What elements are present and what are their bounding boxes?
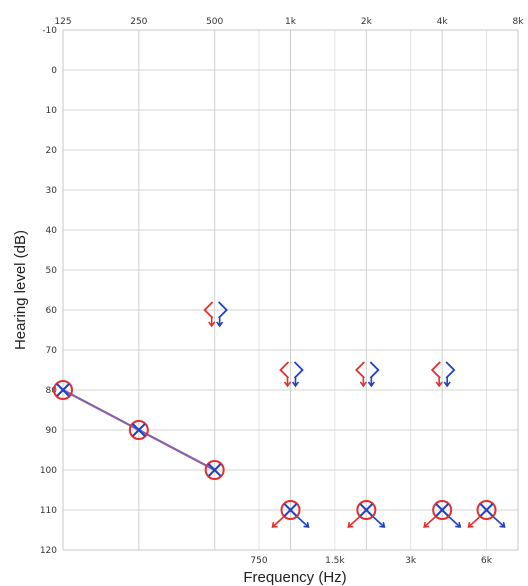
y-axis-title: Hearing level (dB) <box>12 230 29 350</box>
y-tick-label: 30 <box>46 186 58 196</box>
y-tick-label: 110 <box>40 506 57 516</box>
bone-bracket-left <box>355 361 365 379</box>
marker-circle <box>280 500 301 520</box>
marker-circle <box>356 500 377 520</box>
marker-cross <box>359 503 374 517</box>
bone-arrow-left-head <box>435 381 443 388</box>
x-minor-tick-label: 6k <box>481 556 493 566</box>
x-minor-tick-label: 3k <box>405 556 417 566</box>
y-tick-label: 70 <box>46 346 58 356</box>
no-response-arrow-left <box>347 516 360 528</box>
data-point <box>128 420 149 440</box>
no-response-arrow-left <box>271 516 285 528</box>
no-response-arrow-left-head <box>271 521 278 528</box>
x-axis-title: Frequency (Hz) <box>243 569 346 586</box>
x-major-tick-label: 8k <box>513 17 525 27</box>
bone-bracket-left <box>430 361 441 379</box>
bone-bracket-right <box>445 361 456 379</box>
bone-bracket-right <box>218 301 228 319</box>
data-point <box>279 361 304 388</box>
series-3 <box>203 301 456 388</box>
bone-arrow-left-head <box>359 381 367 388</box>
marker-cross <box>435 503 449 517</box>
y-tick-label: 100 <box>40 466 57 476</box>
data-point <box>467 500 506 528</box>
y-tick-label: 120 <box>40 546 57 556</box>
y-tick-labels: -10 0 10 20 30 40 50 60 70 80 90 100 110 120 <box>40 26 57 556</box>
x-minor-tick-labels: 750 1.5k 3k 6k <box>250 556 492 566</box>
bone-arrow-right-head <box>216 321 224 328</box>
y-tick-label: 20 <box>46 146 58 156</box>
y-tick-label: 0 <box>51 66 57 76</box>
no-response-arrow-right <box>492 516 506 528</box>
data-point <box>53 380 73 400</box>
marker-circle <box>204 460 225 480</box>
marker-circle <box>128 420 149 440</box>
marker-cross <box>56 383 70 397</box>
bone-bracket-left <box>279 361 290 379</box>
no-response-arrow-left <box>467 516 481 528</box>
major-grid <box>62 29 519 551</box>
no-response-arrow-right-head <box>303 521 310 528</box>
x-major-tick-label: 125 <box>54 17 71 27</box>
marker-cross <box>207 463 222 477</box>
data-point <box>271 500 310 528</box>
x-major-tick-label: 2k <box>361 17 373 27</box>
bone-arrow-right-head <box>367 381 375 388</box>
data-point <box>430 361 456 388</box>
series-1 <box>53 380 225 480</box>
no-response-arrow-right-head <box>379 521 386 528</box>
bone-arrow-left-head <box>208 321 216 328</box>
x-minor-tick-label: 750 <box>250 556 267 566</box>
series-2 <box>271 500 506 528</box>
marker-circle <box>53 380 73 400</box>
marker-cross <box>283 503 298 517</box>
no-response-arrow-left-head <box>467 521 474 528</box>
data-series <box>53 301 506 528</box>
no-response-arrow-left-head <box>347 521 354 528</box>
marker-circle <box>476 500 497 520</box>
x-minor-tick-label: 1.5k <box>325 556 345 566</box>
marker-circle <box>432 500 453 520</box>
marker-cross <box>479 503 494 517</box>
data-point <box>423 500 462 528</box>
no-response-arrow-right <box>296 516 310 528</box>
y-tick-label: 40 <box>46 226 58 236</box>
bone-arrow-right-head <box>291 381 300 388</box>
bone-bracket-right <box>293 361 304 379</box>
x-major-tick-label: 4k <box>437 17 449 27</box>
y-tick-label: 80 <box>46 386 58 396</box>
bone-bracket-right <box>369 361 380 379</box>
minor-grid <box>258 30 488 550</box>
no-response-arrow-left-head <box>423 521 430 528</box>
no-response-arrow-right <box>372 516 385 528</box>
y-tick-label: 10 <box>46 106 58 116</box>
y-tick-label: 60 <box>46 306 58 316</box>
x-major-tick-labels: 125 250 500 1k 2k 4k 8k <box>54 17 524 27</box>
data-point <box>355 361 380 388</box>
bone-arrow-right-head <box>443 381 451 388</box>
x-major-tick-label: 250 <box>130 17 147 27</box>
x-major-tick-label: 1k <box>285 17 297 27</box>
x-major-tick-label: 500 <box>206 17 223 27</box>
no-response-arrow-right-head <box>455 521 462 528</box>
bone-arrow-left-head <box>283 381 292 388</box>
data-point <box>347 500 386 528</box>
data-point <box>204 460 225 480</box>
y-tick-label: 90 <box>46 426 58 436</box>
no-response-arrow-left <box>423 516 436 528</box>
y-tick-label: 50 <box>46 266 58 276</box>
marker-cross <box>132 423 146 437</box>
no-response-arrow-right-head <box>499 521 506 528</box>
data-point <box>203 301 228 328</box>
plot-frame <box>62 29 519 551</box>
y-tick-label: -10 <box>42 26 57 36</box>
no-response-arrow-right <box>448 516 461 528</box>
bone-bracket-left <box>203 301 214 319</box>
